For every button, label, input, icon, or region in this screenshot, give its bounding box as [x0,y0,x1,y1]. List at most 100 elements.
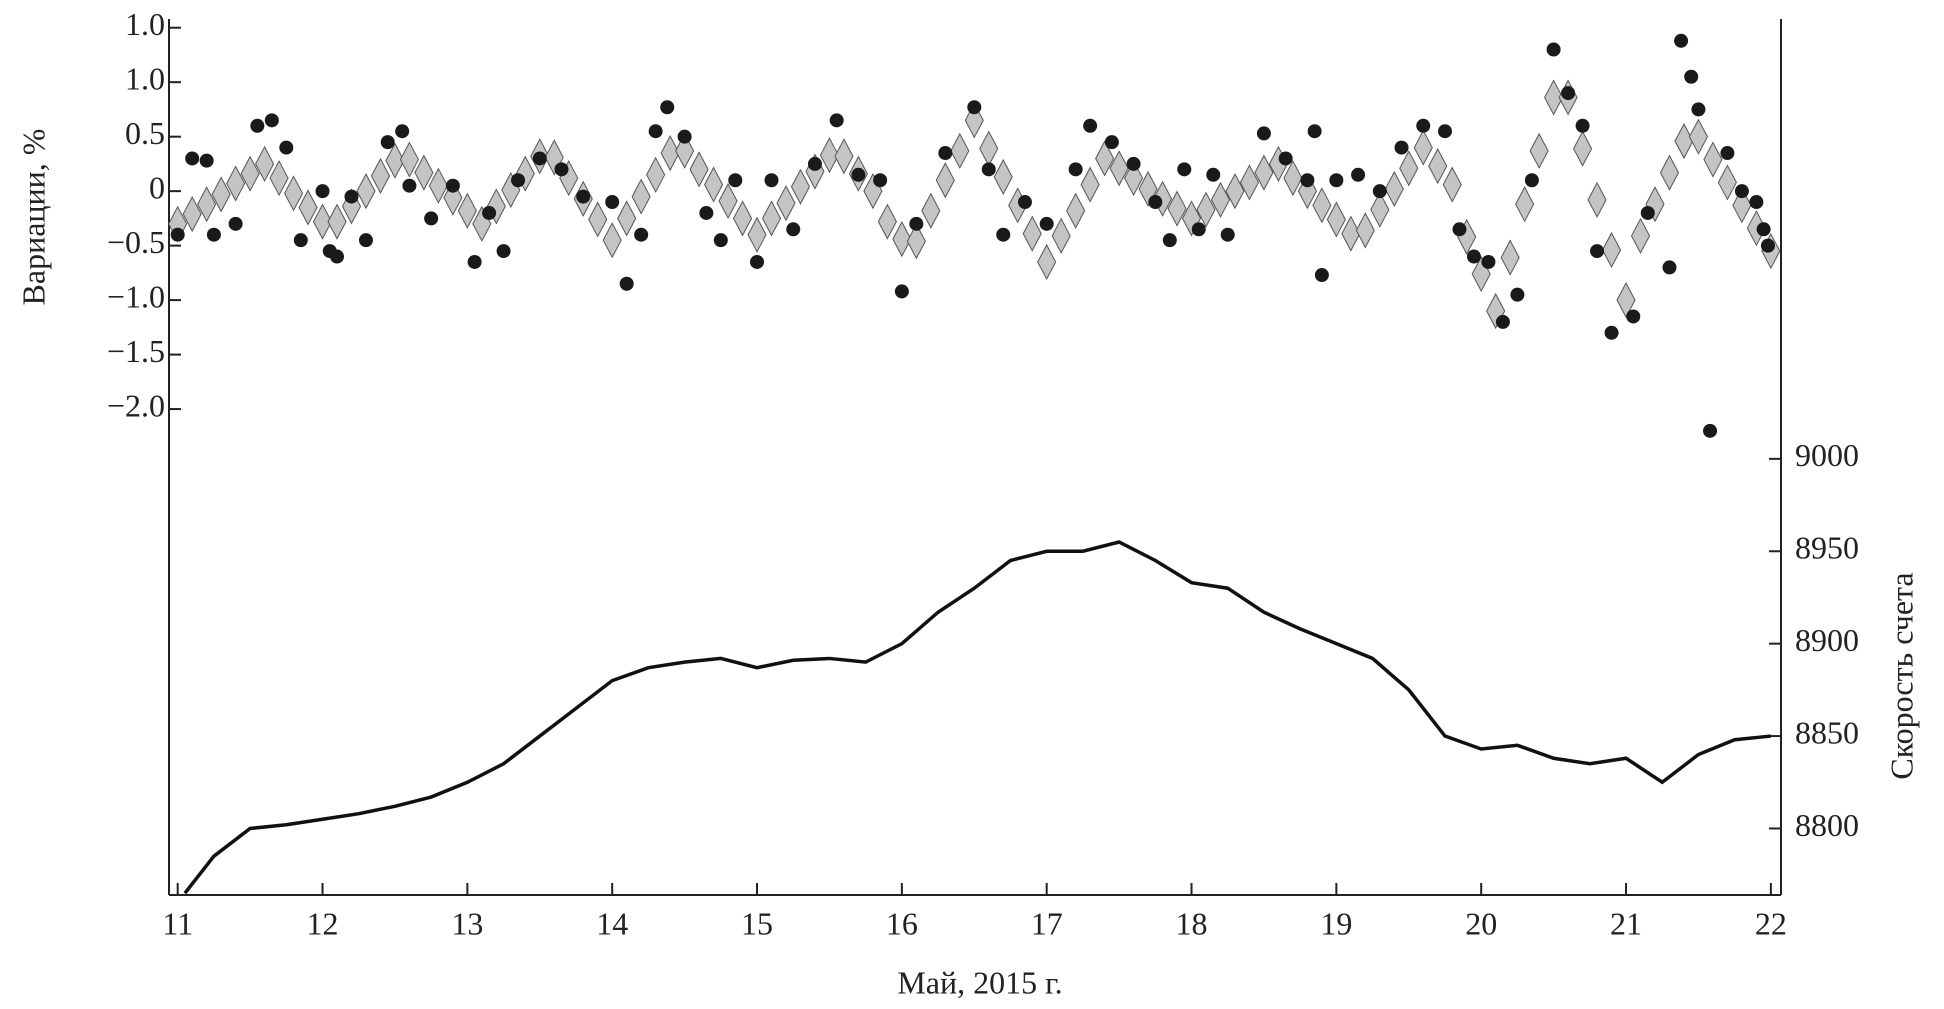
model-diamond [689,151,709,188]
data-point [228,216,243,231]
y2-tick-label: 8900 [1795,622,1859,658]
model-diamond [1399,150,1419,187]
model-diamond [819,137,840,174]
model-diamond [588,201,608,238]
model-diamond [312,203,333,240]
model-diamond [776,185,796,222]
model-diamond [226,165,246,202]
data-point [402,178,417,193]
model-diamond [1573,130,1593,167]
data-point [764,173,779,188]
data-point [1416,118,1431,133]
data-point [1604,325,1619,340]
y-tick-label: −2.0 [107,387,165,423]
model-diamond [631,178,651,215]
x-tick-label: 15 [741,905,773,941]
model-diamond [1095,140,1115,177]
model-diamond [1601,231,1622,269]
model-diamond [675,132,695,169]
data-point [1691,102,1706,117]
data-point [250,118,265,133]
model-diamond [1732,187,1752,224]
data-point [1278,151,1293,166]
data-point [873,173,888,188]
model-diamond [1515,186,1535,223]
model-diamond [1239,164,1260,201]
data-point [894,284,909,299]
data-point [532,151,547,166]
data-point [1104,135,1119,150]
model-diamond [1587,181,1607,218]
data-point [1148,195,1163,210]
model-diamond [1500,239,1520,276]
model-diamond [1283,160,1303,197]
model-diamond [1109,150,1129,187]
data-point [358,233,373,248]
model-diamond [732,200,753,237]
data-point [1481,254,1496,269]
data-point [1177,162,1192,177]
data-point [1466,249,1481,264]
data-point [938,146,953,161]
data-point [1590,244,1605,259]
data-point [605,195,620,210]
data-point [1300,173,1315,188]
model-diamond [1196,191,1216,228]
data-point [909,216,924,231]
model-diamond [1051,217,1071,254]
data-point [1703,423,1718,438]
data-point [1674,33,1689,48]
model-diamond [414,154,434,191]
model-diamond [370,157,391,194]
data-point [170,227,185,242]
data-point [1314,268,1329,283]
data-point [1495,314,1510,329]
y-axis-label: Вариации, % [15,129,51,306]
data-point [713,233,728,248]
x-tick-label: 13 [451,905,483,941]
x-tick-label: 12 [307,905,339,941]
model-diamond [269,160,289,197]
data-point [1640,205,1655,220]
y2-tick-label: 8950 [1795,530,1859,566]
x-tick-label: 22 [1755,905,1787,941]
y-tick-label: 0.5 [125,115,165,151]
data-point [1662,260,1677,275]
model-diamond [1022,215,1042,252]
model-diamond [1529,132,1549,169]
model-diamond [646,156,666,193]
data-point [1394,140,1409,155]
y2-axis-label: Скорость счета [1883,572,1919,779]
model-diamond [1703,141,1723,178]
y-tick-label: −1.0 [107,278,165,314]
model-diamond [182,195,202,233]
model-diamond [1210,181,1231,218]
data-point [395,124,410,139]
data-point [467,254,482,269]
model-diamond [892,221,912,258]
model-diamond [660,134,680,172]
data-point [279,140,294,155]
model-diamond [356,173,376,210]
data-point [315,184,330,199]
data-point [648,124,663,139]
data-point [677,129,692,144]
data-point [445,178,460,193]
x-tick-label: 17 [1031,905,1063,941]
data-point [424,211,439,226]
model-diamond [255,145,275,182]
data-point [786,222,801,237]
data-point [199,153,214,168]
data-point [1220,227,1235,242]
data-point [699,205,714,220]
data-point [1756,222,1771,237]
data-point [1760,238,1775,253]
data-point [1452,222,1467,237]
data-point [1191,222,1206,237]
y-tick-label: 1.0 [125,61,165,97]
data-point [967,100,982,115]
data-point [981,162,996,177]
data-point [1561,86,1576,101]
